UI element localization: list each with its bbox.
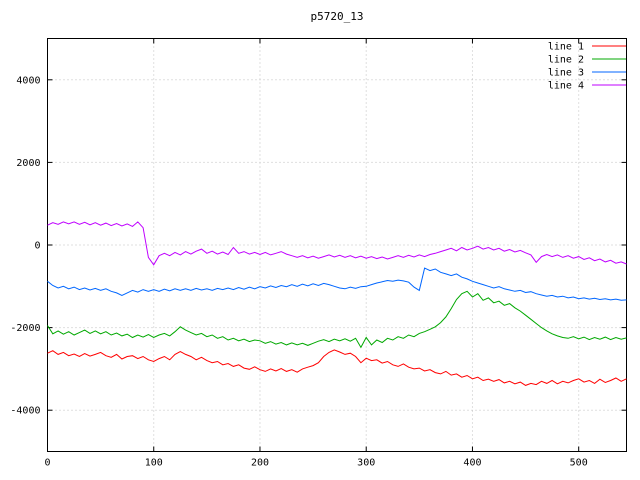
chart-title: p5720_13 [310, 10, 364, 23]
legend-label: line 1 [548, 42, 584, 53]
x-tick-label: 300 [357, 458, 375, 469]
legend-label: line 3 [548, 68, 584, 79]
series-line-2 [47, 290, 627, 349]
y-tick-label: -4000 [10, 406, 40, 417]
y-tick-label: -2000 [10, 323, 40, 334]
series-line-1 [47, 349, 627, 386]
series-line-4 [47, 221, 627, 266]
x-tick-label: 400 [463, 458, 481, 469]
plot-border [47, 38, 627, 452]
x-tick-label: 100 [145, 458, 163, 469]
legend-label: line 2 [548, 55, 584, 66]
x-tick-label: 200 [251, 458, 269, 469]
x-tick-label: 0 [44, 458, 50, 469]
y-tick-label: 4000 [16, 75, 40, 86]
y-tick-label: 0 [34, 241, 40, 252]
x-tick-label: 500 [570, 458, 588, 469]
legend-label: line 4 [548, 81, 584, 92]
y-tick-label: 2000 [16, 158, 40, 169]
series-line-3 [47, 267, 627, 301]
